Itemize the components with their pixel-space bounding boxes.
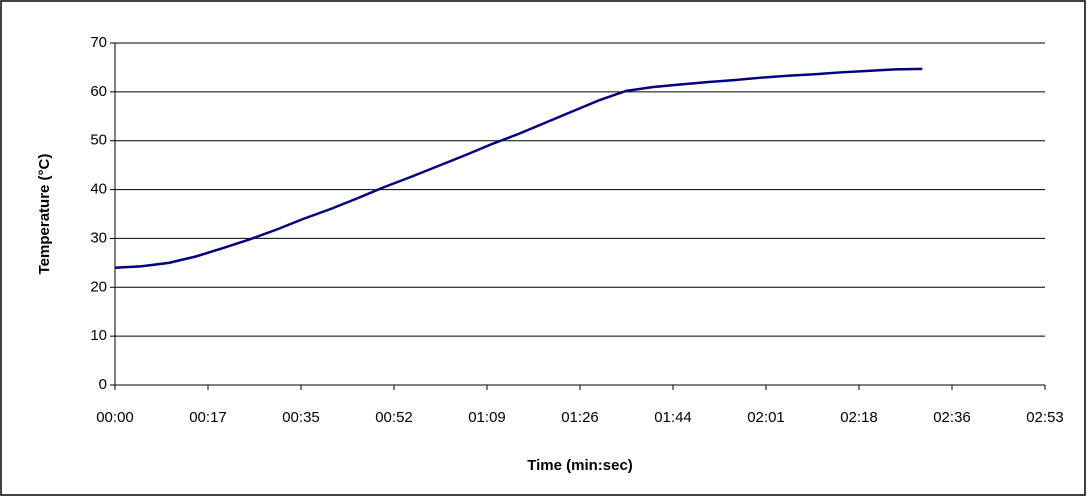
y-axis-title: Temperature (°C) [36, 154, 53, 275]
y-tick-label: 30 [90, 229, 107, 246]
y-tick-label: 70 [90, 34, 107, 51]
x-tick-label: 01:09 [468, 409, 506, 426]
x-tick-label: 00:17 [189, 409, 227, 426]
x-tick-label: 02:01 [747, 409, 785, 426]
data-line [114, 67, 923, 269]
x-tick-label: 00:35 [282, 409, 320, 426]
y-tick-label: 20 [90, 278, 107, 295]
y-tick-label: 50 [90, 132, 107, 149]
x-tick-label: 01:26 [561, 409, 599, 426]
x-tick-label: 01:44 [654, 409, 692, 426]
x-tick-label: 02:36 [933, 409, 971, 426]
x-axis-title: Time (min:sec) [527, 457, 633, 474]
y-tick-label: 10 [90, 327, 107, 344]
x-tick-label: 02:53 [1026, 409, 1064, 426]
x-tick-label: 00:00 [96, 409, 134, 426]
y-tick-label: 40 [90, 181, 107, 198]
y-tick-label: 60 [90, 83, 107, 100]
x-tick-label: 00:52 [375, 409, 413, 426]
x-tick-label: 02:18 [840, 409, 878, 426]
y-tick-label: 0 [99, 376, 107, 393]
